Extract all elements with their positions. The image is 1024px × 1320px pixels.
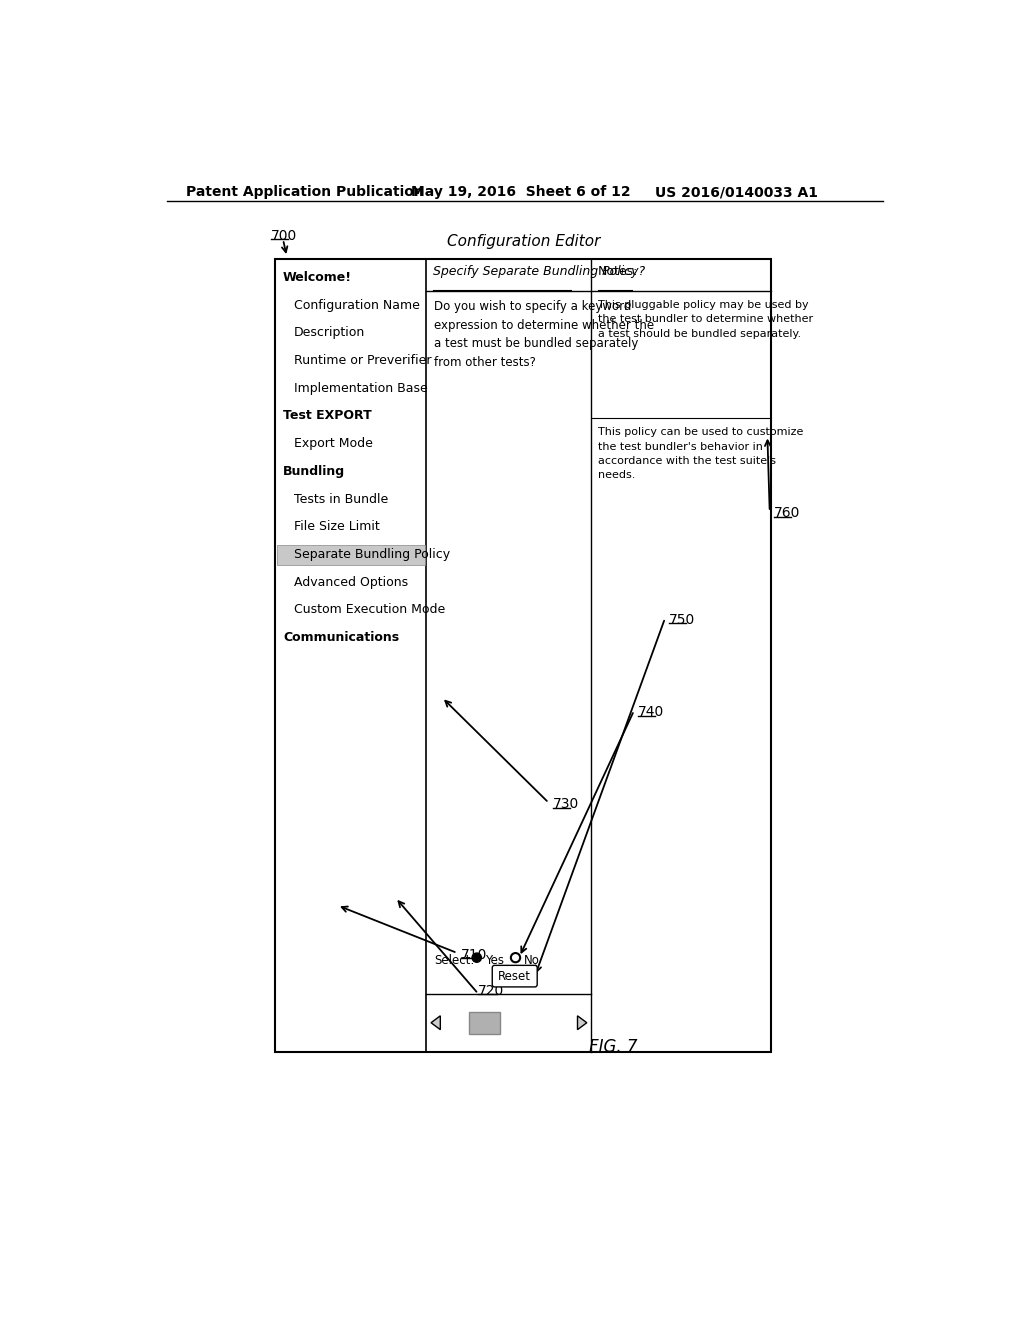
Text: 720: 720 <box>478 983 505 998</box>
Bar <box>276 545 425 565</box>
Polygon shape <box>578 1016 587 1030</box>
Bar <box>469 1012 500 1034</box>
Text: 730: 730 <box>553 797 579 812</box>
Text: Specify Separate Bundling Policy?: Specify Separate Bundling Policy? <box>432 264 645 277</box>
Text: Tests in Bundle: Tests in Bundle <box>294 492 388 506</box>
Text: Advanced Options: Advanced Options <box>294 576 408 589</box>
Text: US 2016/0140033 A1: US 2016/0140033 A1 <box>655 185 818 199</box>
Text: 700: 700 <box>271 230 298 243</box>
Text: Bundling: Bundling <box>283 465 345 478</box>
Text: Runtime or Preverifier: Runtime or Preverifier <box>294 354 431 367</box>
Text: 760: 760 <box>773 507 800 520</box>
Text: Patent Application Publication: Patent Application Publication <box>186 185 424 199</box>
FancyBboxPatch shape <box>493 965 538 987</box>
Text: 740: 740 <box>638 705 665 719</box>
Text: Description: Description <box>294 326 366 339</box>
Text: This policy can be used to customize
the test bundler's behavior in
accordance w: This policy can be used to customize the… <box>598 428 803 480</box>
Text: Test EXPORT: Test EXPORT <box>283 409 372 422</box>
Text: Custom Execution Mode: Custom Execution Mode <box>294 603 445 616</box>
Text: Do you wish to specify a keyword
expression to determine whether the
a test must: Do you wish to specify a keyword express… <box>434 300 654 368</box>
Text: Select:: Select: <box>434 954 474 966</box>
Text: Welcome!: Welcome! <box>283 271 352 284</box>
Circle shape <box>472 953 481 962</box>
Text: Reset: Reset <box>499 970 531 982</box>
Text: Separate Bundling Policy: Separate Bundling Policy <box>294 548 450 561</box>
Text: Export Mode: Export Mode <box>294 437 373 450</box>
Text: 710: 710 <box>461 948 487 962</box>
Text: FIG. 7: FIG. 7 <box>589 1038 638 1056</box>
Polygon shape <box>431 1016 440 1030</box>
Text: Implementation Base: Implementation Base <box>294 381 428 395</box>
Text: No: No <box>524 954 540 966</box>
Text: Configuration Name: Configuration Name <box>294 298 420 312</box>
Text: Notes:: Notes: <box>598 264 638 277</box>
Text: 750: 750 <box>669 612 695 627</box>
Text: File Size Limit: File Size Limit <box>294 520 380 533</box>
Text: Configuration Editor: Configuration Editor <box>446 234 600 249</box>
Text: May 19, 2016  Sheet 6 of 12: May 19, 2016 Sheet 6 of 12 <box>411 185 631 199</box>
Text: Yes: Yes <box>485 954 504 966</box>
Bar <box>275 259 771 1052</box>
Text: Communications: Communications <box>283 631 399 644</box>
Text: This pluggable policy may be used by
the test bundler to determine whether
a tes: This pluggable policy may be used by the… <box>598 300 813 339</box>
